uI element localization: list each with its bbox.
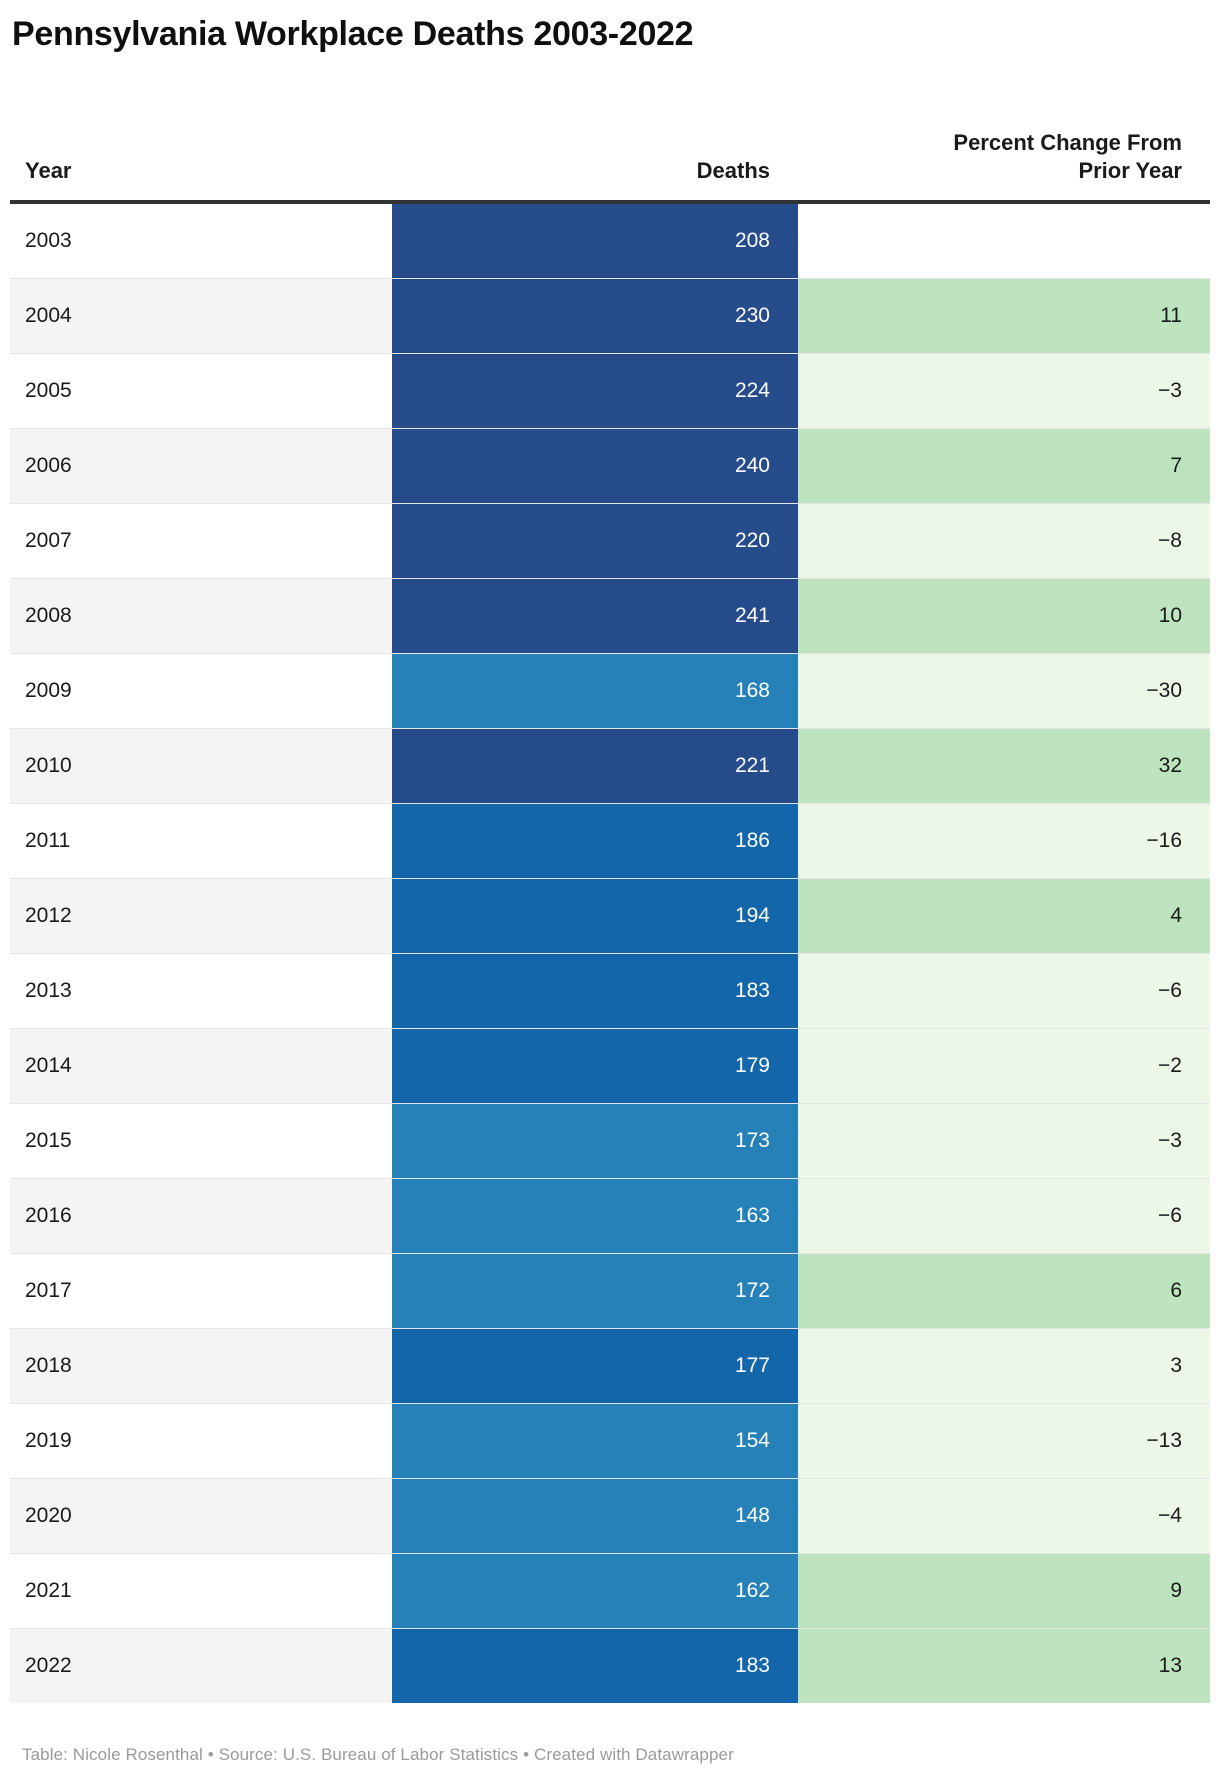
percent-change-cell: −13	[798, 1403, 1210, 1479]
year-cell: 2020	[10, 1478, 392, 1554]
percent-change-cell: 3	[798, 1328, 1210, 1404]
page-title: Pennsylvania Workplace Deaths 2003-2022	[12, 15, 694, 53]
deaths-cell: 148	[392, 1478, 798, 1554]
table-row: 2019 154 −13	[10, 1403, 1210, 1479]
percent-change-cell: −3	[798, 353, 1210, 429]
year-cell: 2021	[10, 1553, 392, 1629]
table-header: Year Deaths Percent Change From Prior Ye…	[10, 58, 1210, 204]
year-cell: 2004	[10, 278, 392, 354]
deaths-cell: 186	[392, 803, 798, 879]
year-cell: 2019	[10, 1403, 392, 1479]
deaths-cell: 208	[392, 202, 798, 279]
table-row: 2022 183 13	[10, 1628, 1210, 1703]
percent-change-cell: −4	[798, 1478, 1210, 1554]
table-row: 2011 186 −16	[10, 803, 1210, 879]
year-cell: 2007	[10, 503, 392, 579]
year-cell: 2008	[10, 578, 392, 654]
deaths-cell: 224	[392, 353, 798, 429]
percent-change-cell: −6	[798, 953, 1210, 1029]
deaths-cell: 240	[392, 428, 798, 504]
percent-change-cell: 10	[798, 578, 1210, 654]
percent-change-cell: −30	[798, 653, 1210, 729]
col-header-percent-change: Percent Change From Prior Year	[798, 58, 1210, 204]
deaths-cell: 183	[392, 953, 798, 1029]
year-cell: 2014	[10, 1028, 392, 1104]
percent-change-cell	[798, 202, 1210, 279]
year-cell: 2009	[10, 653, 392, 729]
table-row: 2017 172 6	[10, 1253, 1210, 1329]
year-cell: 2017	[10, 1253, 392, 1329]
table-row: 2007 220 −8	[10, 503, 1210, 579]
deaths-cell: 163	[392, 1178, 798, 1254]
deaths-cell: 230	[392, 278, 798, 354]
year-cell: 2018	[10, 1328, 392, 1404]
deaths-cell: 221	[392, 728, 798, 804]
table-row: 2012 194 4	[10, 878, 1210, 954]
year-cell: 2012	[10, 878, 392, 954]
attribution: Table: Nicole Rosenthal • Source: U.S. B…	[22, 1745, 734, 1764]
header-row: Year Deaths Percent Change From Prior Ye…	[10, 58, 1210, 204]
year-cell: 2013	[10, 953, 392, 1029]
col-header-percent-change-label: Percent Change From Prior Year	[953, 129, 1182, 184]
table-row: 2008 241 10	[10, 578, 1210, 654]
year-cell: 2022	[10, 1628, 392, 1703]
percent-change-cell: 9	[798, 1553, 1210, 1629]
table-row: 2014 179 −2	[10, 1028, 1210, 1104]
page: Pennsylvania Workplace Deaths 2003-2022 …	[0, 10, 1220, 1765]
year-cell: 2016	[10, 1178, 392, 1254]
table-row: 2015 173 −3	[10, 1103, 1210, 1179]
percent-change-cell: 13	[798, 1628, 1210, 1703]
percent-change-cell: −3	[798, 1103, 1210, 1179]
year-cell: 2005	[10, 353, 392, 429]
table-row: 2003 208	[10, 202, 1210, 279]
deaths-cell: 177	[392, 1328, 798, 1404]
deaths-cell: 173	[392, 1103, 798, 1179]
table-row: 2016 163 −6	[10, 1178, 1210, 1254]
table-row: 2005 224 −3	[10, 353, 1210, 429]
deaths-cell: 162	[392, 1553, 798, 1629]
deaths-cell: 179	[392, 1028, 798, 1104]
table-row: 2009 168 −30	[10, 653, 1210, 729]
col-header-year: Year	[10, 58, 392, 204]
percent-change-cell: 11	[798, 278, 1210, 354]
year-cell: 2010	[10, 728, 392, 804]
table-row: 2013 183 −6	[10, 953, 1210, 1029]
deaths-cell: 183	[392, 1628, 798, 1703]
table-row: 2020 148 −4	[10, 1478, 1210, 1554]
percent-change-cell: −16	[798, 803, 1210, 879]
table-row: 2006 240 7	[10, 428, 1210, 504]
percent-change-cell: −6	[798, 1178, 1210, 1254]
year-cell: 2015	[10, 1103, 392, 1179]
deaths-cell: 168	[392, 653, 798, 729]
percent-change-cell: 7	[798, 428, 1210, 504]
year-cell: 2011	[10, 803, 392, 879]
year-cell: 2003	[10, 202, 392, 279]
percent-change-cell: 4	[798, 878, 1210, 954]
deaths-cell: 172	[392, 1253, 798, 1329]
year-cell: 2006	[10, 428, 392, 504]
deaths-cell: 220	[392, 503, 798, 579]
deaths-cell: 241	[392, 578, 798, 654]
table-row: 2004 230 11	[10, 278, 1210, 354]
percent-change-cell: −2	[798, 1028, 1210, 1104]
deaths-cell: 154	[392, 1403, 798, 1479]
table-row: 2010 221 32	[10, 728, 1210, 804]
percent-change-cell: 6	[798, 1253, 1210, 1329]
percent-change-cell: −8	[798, 503, 1210, 579]
table-row: 2018 177 3	[10, 1328, 1210, 1404]
data-table: Year Deaths Percent Change From Prior Ye…	[10, 58, 1210, 1703]
table-body: 2003 208 2004 230 11 2005 224 −3 2006 240 7 2007 220…	[10, 202, 1210, 1703]
percent-change-cell: 32	[798, 728, 1210, 804]
deaths-cell: 194	[392, 878, 798, 954]
col-header-deaths: Deaths	[392, 58, 798, 204]
table-row: 2021 162 9	[10, 1553, 1210, 1629]
